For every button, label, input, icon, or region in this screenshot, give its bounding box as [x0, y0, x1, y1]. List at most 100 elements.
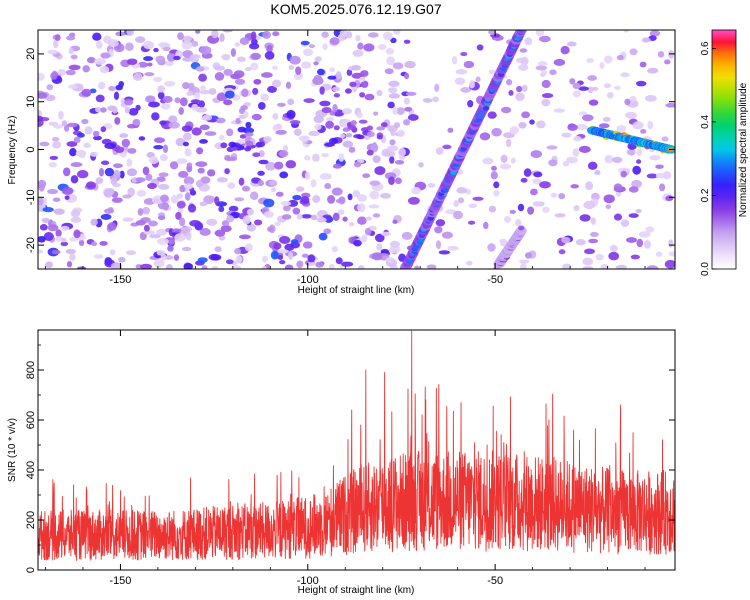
noise-blob [635, 208, 642, 214]
cluster-blob [366, 125, 373, 131]
noise-blob [455, 69, 468, 75]
noise-blob [342, 140, 354, 148]
noise-blob [566, 156, 578, 164]
noise-blob [110, 177, 118, 186]
streak-core [417, 238, 425, 243]
noise-blob [142, 206, 151, 215]
noise-blob [407, 114, 419, 121]
noise-blob [453, 199, 459, 208]
noise-blob [147, 182, 157, 190]
noise-blob [527, 206, 535, 215]
noise-blob [467, 99, 474, 108]
noise-blob [566, 41, 577, 47]
noise-blob [264, 51, 275, 60]
noise-blob [126, 168, 138, 177]
noise-blob [214, 72, 225, 81]
noise-blob [145, 173, 153, 181]
noise-blob [197, 257, 208, 263]
noise-blob [293, 72, 304, 81]
noise-blob [422, 98, 433, 103]
noise-blob [490, 171, 498, 180]
noise-blob [47, 224, 59, 232]
noise-blob [199, 45, 212, 55]
noise-blob [273, 242, 282, 250]
noise-blob [357, 203, 366, 213]
noise-blob [199, 228, 211, 236]
noise-blob [351, 64, 361, 71]
noise-blob [181, 246, 192, 252]
noise-blob [272, 65, 278, 70]
noise-blob [335, 198, 344, 204]
noise-blob [67, 84, 78, 89]
noise-blob [537, 61, 548, 66]
noise-blob [503, 132, 515, 139]
noise-blob [453, 210, 463, 220]
noise-blob [182, 57, 193, 62]
noise-blob [157, 215, 166, 221]
noise-blob [472, 196, 484, 201]
noise-blob [165, 263, 173, 269]
noise-blob [394, 159, 405, 165]
noise-blob [178, 170, 189, 178]
noise-blob [342, 108, 353, 115]
noise-blob [85, 181, 96, 190]
noise-blob [168, 121, 180, 129]
noise-blob [403, 97, 411, 105]
noise-blob [369, 180, 381, 186]
noise-blob [390, 37, 397, 44]
noise-blob [144, 72, 155, 77]
noise-blob [530, 188, 538, 196]
noise-blob [380, 248, 390, 255]
noise-blob [248, 42, 260, 50]
noise-blob [348, 221, 355, 227]
noise-blob [238, 234, 251, 240]
noise-blob [588, 99, 599, 106]
noise-blob [664, 259, 675, 269]
noise-blob [540, 69, 548, 76]
y-tick-label: 0 [25, 567, 37, 573]
noise-blob [99, 66, 110, 74]
noise-blob [166, 52, 176, 62]
noise-blob [287, 98, 295, 106]
spectrogram-y-label: Frequency (Hz) [7, 116, 18, 185]
noise-blob [503, 215, 512, 223]
noise-blob [246, 223, 256, 232]
noise-blob [162, 202, 170, 211]
noise-blob [266, 226, 275, 232]
noise-blob [337, 209, 345, 216]
noise-blob [535, 30, 545, 37]
noise-blob [43, 232, 54, 241]
noise-blob [352, 190, 360, 198]
noise-blob [389, 155, 395, 164]
noise-blob [536, 120, 546, 129]
noise-blob [239, 37, 250, 45]
noise-blob [285, 160, 297, 169]
noise-blob [357, 265, 365, 269]
noise-blob [244, 243, 253, 252]
noise-blob [214, 229, 226, 237]
noise-blob [235, 117, 241, 125]
noise-blob [38, 235, 46, 243]
noise-blob [488, 30, 497, 35]
noise-blob [78, 239, 85, 247]
noise-blob [342, 216, 348, 222]
noise-blob [207, 169, 216, 177]
noise-blob [553, 108, 566, 113]
cluster-blob [366, 131, 375, 138]
snr-frame [37, 329, 676, 571]
noise-blob [286, 109, 296, 119]
noise-blob [632, 165, 642, 175]
noise-blob [149, 156, 159, 165]
noise-blob [224, 90, 235, 99]
noise-blob [189, 220, 201, 227]
noise-blob [505, 79, 513, 86]
noise-blob [153, 137, 166, 144]
noise-blob [604, 155, 613, 161]
noise-blob [233, 70, 245, 78]
noise-blob [135, 104, 141, 111]
noise-blob [500, 154, 508, 163]
noise-blob [572, 82, 582, 90]
noise-blob [312, 195, 321, 203]
noise-blob [499, 163, 512, 170]
noise-blob [295, 186, 305, 192]
